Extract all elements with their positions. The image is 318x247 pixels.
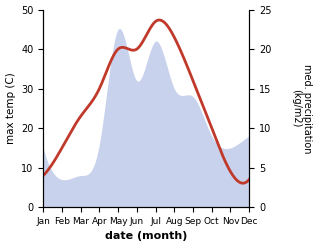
Y-axis label: max temp (C): max temp (C): [5, 72, 16, 144]
X-axis label: date (month): date (month): [105, 231, 187, 242]
Y-axis label: med. precipitation
(kg/m2): med. precipitation (kg/m2): [291, 64, 313, 153]
